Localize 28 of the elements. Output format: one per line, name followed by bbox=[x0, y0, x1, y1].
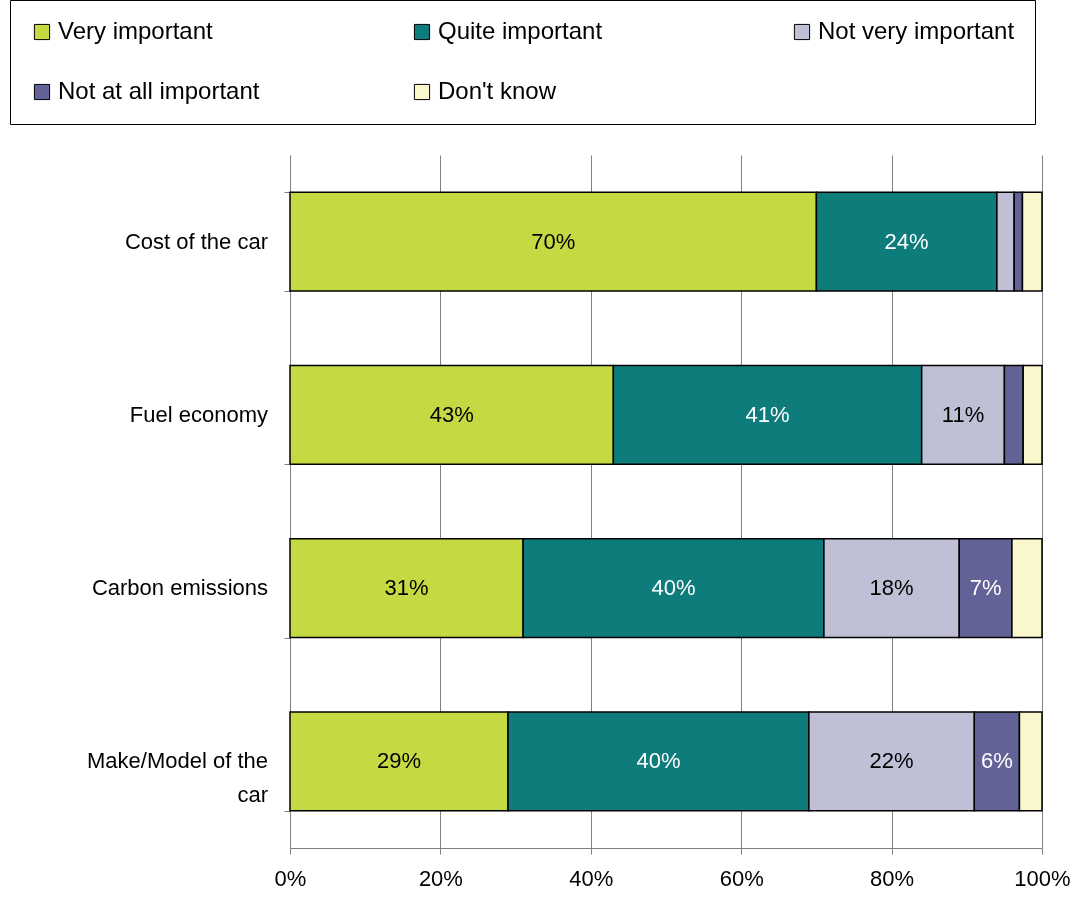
x-tick-label: 40% bbox=[569, 865, 614, 891]
data-label: 43% bbox=[429, 401, 474, 427]
data-label: 22% bbox=[869, 748, 914, 774]
data-label: 11% bbox=[941, 401, 985, 427]
data-label: 7% bbox=[969, 575, 1002, 601]
data-label: 6% bbox=[980, 748, 1013, 774]
legend-label: Not very important bbox=[818, 17, 1015, 44]
data-label: 24% bbox=[884, 228, 929, 254]
data-label: 70% bbox=[531, 228, 576, 254]
x-tick-label: 0% bbox=[274, 865, 307, 891]
y-tick-label: Cost of the car bbox=[124, 228, 268, 254]
data-label: 18% bbox=[869, 575, 914, 601]
x-tick-label: 60% bbox=[719, 865, 764, 891]
data-label: 31% bbox=[384, 575, 429, 601]
x-tick-label: 80% bbox=[870, 865, 915, 891]
y-tick-label: Make/Model of the car bbox=[87, 748, 268, 808]
data-label: 29% bbox=[377, 748, 422, 774]
y-tick-label: Carbon emissions bbox=[91, 575, 268, 601]
legend-label: Quite important bbox=[438, 17, 603, 44]
data-label: 40% bbox=[651, 575, 696, 601]
data-label: 40% bbox=[636, 748, 681, 774]
x-tick-label: 100% bbox=[1014, 865, 1071, 891]
x-tick-label: 20% bbox=[418, 865, 463, 891]
legend-label: Not at all important bbox=[58, 77, 260, 104]
legend-label: Don't know bbox=[438, 77, 557, 104]
data-label: 41% bbox=[745, 401, 790, 427]
legend-label: Very important bbox=[58, 17, 214, 44]
y-tick-label: Fuel economy bbox=[129, 401, 268, 427]
